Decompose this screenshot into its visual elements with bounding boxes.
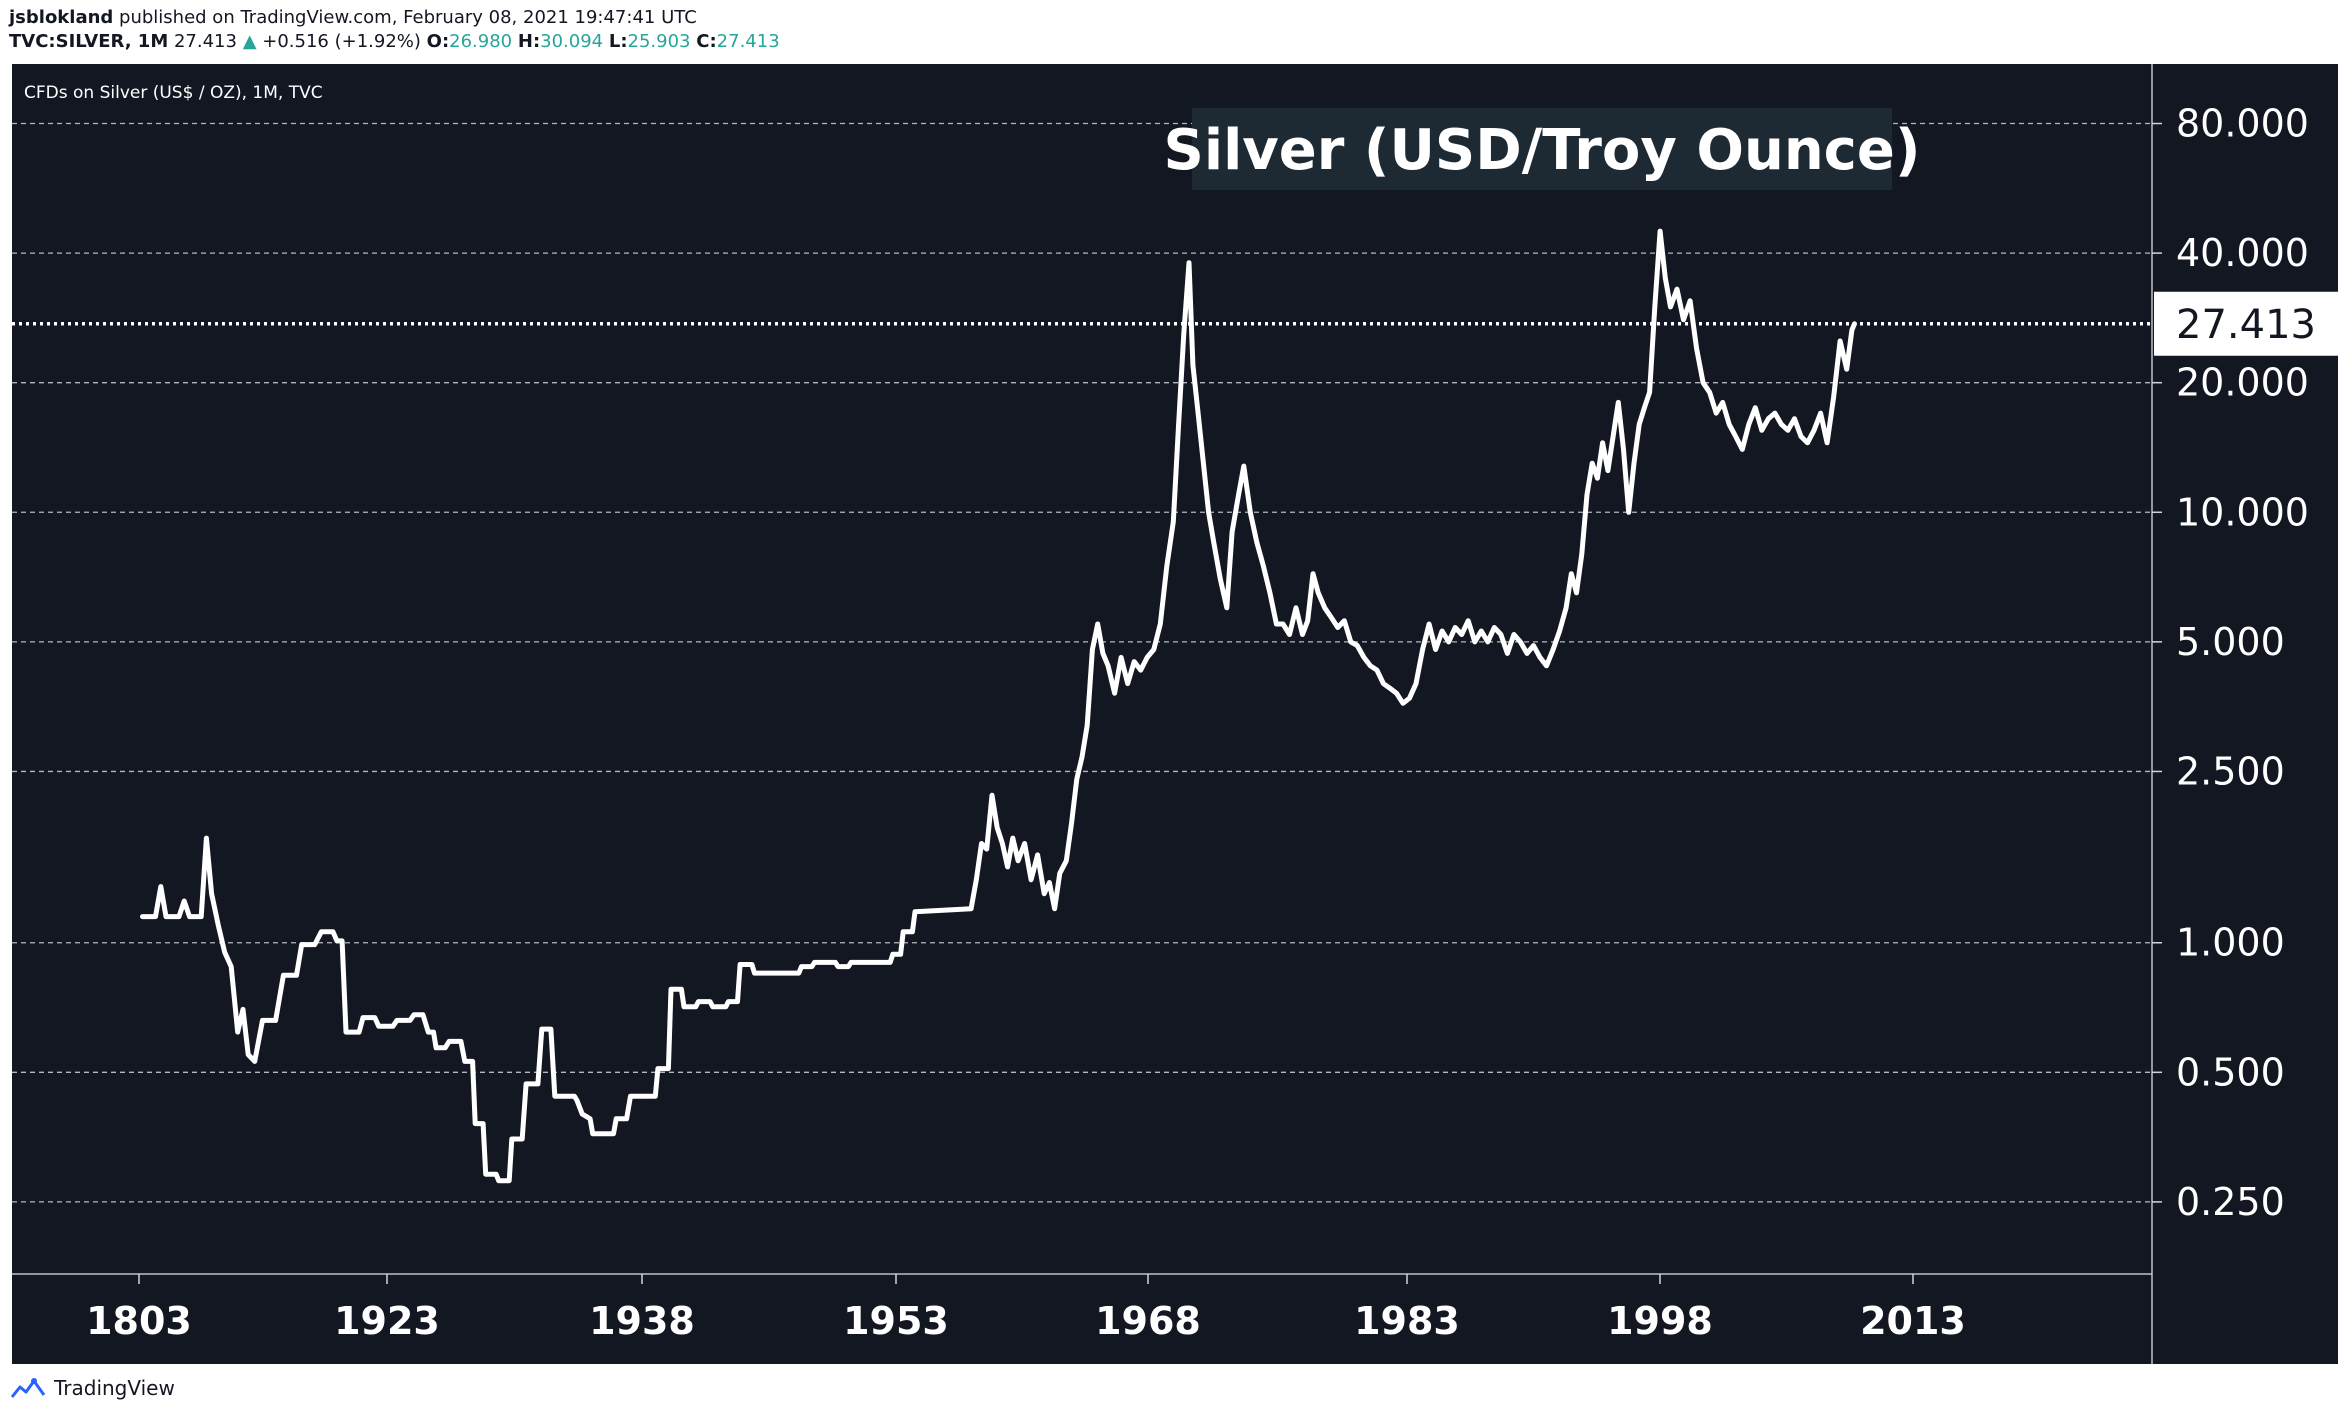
publication-header: jsblokland published on TradingView.com,… bbox=[9, 6, 780, 54]
publication-line: jsblokland published on TradingView.com,… bbox=[9, 6, 780, 30]
y-tick-label-0: 80.000 bbox=[2176, 102, 2309, 146]
y-tick-label-6: 1.000 bbox=[2176, 921, 2285, 965]
chart-title-box bbox=[1192, 108, 1892, 190]
x-tick-label-0: 1803 bbox=[86, 1299, 192, 1343]
low-label: L: bbox=[608, 31, 628, 52]
open-label: O: bbox=[426, 31, 450, 52]
x-tick-label-3: 1953 bbox=[843, 1299, 949, 1343]
high-value: 30.094 bbox=[540, 31, 604, 52]
y-tick-label-3: 10.000 bbox=[2176, 490, 2309, 534]
low-value: 25.903 bbox=[627, 31, 691, 52]
close-label: C: bbox=[696, 31, 717, 52]
y-tick-label-8: 0.250 bbox=[2176, 1180, 2285, 1224]
y-tick-label-2: 20.000 bbox=[2176, 361, 2309, 405]
author-name[interactable]: jsblokland bbox=[9, 7, 114, 28]
chart-frame[interactable]: 80.000 40.000 20.000 10.000 5.000 2.500 1.000 0… bbox=[12, 64, 2338, 1364]
tradingview-logo-icon[interactable] bbox=[10, 1377, 46, 1399]
published-text: published on TradingView.com, February 0… bbox=[119, 7, 697, 28]
y-tick-label-7: 0.500 bbox=[2176, 1050, 2285, 1094]
x-tick-label-5: 1983 bbox=[1354, 1299, 1460, 1343]
x-tick-label-7: 2013 bbox=[1860, 1299, 1966, 1343]
symbol-quote-line: TVC:SILVER, 1M 27.413 ▲ +0.516 (+1.92%) … bbox=[9, 30, 780, 54]
chart-background bbox=[12, 64, 2338, 1364]
open-value: 26.980 bbox=[449, 31, 513, 52]
chart-title: Silver (USD/Troy Ounce) bbox=[1164, 118, 1921, 183]
chart-subtitle: CFDs on Silver (US$ / OZ), 1M, TVC bbox=[24, 83, 323, 103]
series-line bbox=[140, 228, 1857, 1184]
x-tick-label-6: 1998 bbox=[1607, 1299, 1713, 1343]
chart-canvas[interactable]: 80.000 40.000 20.000 10.000 5.000 2.500 1.000 0… bbox=[12, 64, 2338, 1364]
x-tick-label-2: 1938 bbox=[589, 1299, 695, 1343]
footer: TradingView bbox=[10, 1376, 175, 1400]
high-label: H: bbox=[517, 31, 541, 52]
y-tick-label-4: 5.000 bbox=[2176, 620, 2285, 664]
y-tick-label-5: 2.500 bbox=[2176, 749, 2285, 793]
y-tick-label-1: 40.000 bbox=[2176, 231, 2309, 275]
x-tick-label-4: 1968 bbox=[1095, 1299, 1201, 1343]
last-price-box bbox=[2154, 291, 2338, 356]
price-change: +0.516 (+1.92%) bbox=[262, 31, 421, 52]
up-arrow-icon: ▲ bbox=[242, 31, 257, 52]
last-price-label: 27.413 bbox=[2176, 302, 2316, 348]
close-value: 27.413 bbox=[716, 31, 780, 52]
x-tick-label-1: 1923 bbox=[334, 1299, 440, 1343]
tradingview-brand[interactable]: TradingView bbox=[54, 1376, 175, 1400]
last-price: 27.413 bbox=[173, 31, 237, 52]
symbol-label: TVC:SILVER, 1M bbox=[9, 31, 169, 52]
